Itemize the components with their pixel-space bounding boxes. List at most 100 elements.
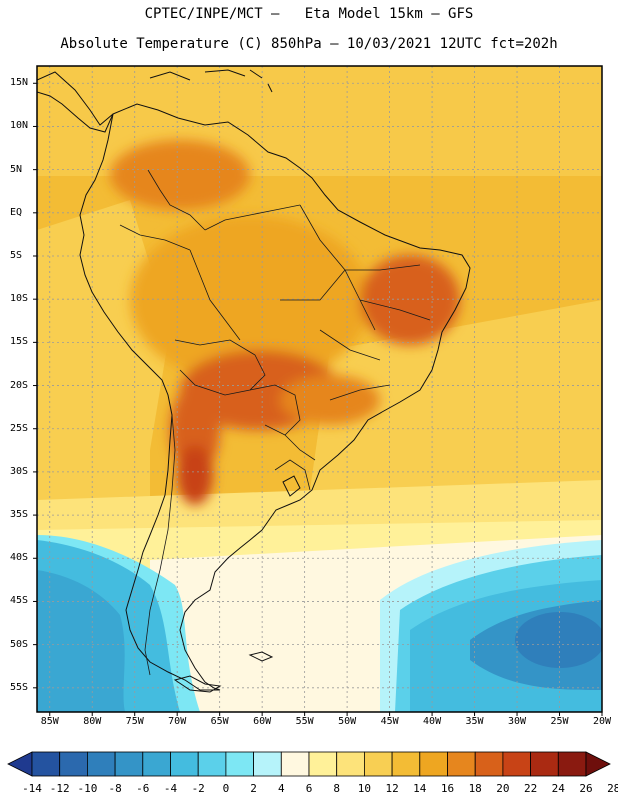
colorbar-bin [391, 751, 421, 777]
colorbar-label: -8 [108, 782, 122, 795]
colorbar-underflow [7, 751, 33, 777]
colorbar-label: 16 [440, 782, 455, 795]
colorbar-bin [87, 751, 116, 777]
cold-pacific-deep [37, 570, 125, 712]
lat-label: 55S [10, 681, 29, 693]
border-argentina-brazil [284, 434, 316, 461]
colorbar [7, 751, 611, 777]
falklands [248, 651, 274, 662]
colorbar-label: -2 [191, 782, 205, 795]
colorbar-bin [225, 751, 254, 777]
colorbar-bin [557, 751, 587, 777]
lon-label: 55W [295, 716, 314, 727]
title-line-1: CPTEC/INPE/MCT – Eta Model 15km – GFS [144, 6, 474, 22]
lat-label: 45S [10, 595, 29, 607]
lon-label: 85W [40, 716, 59, 727]
colorbar-label: 26 [579, 782, 593, 795]
lat-label: 5N [10, 163, 23, 175]
lat-label: 15S [10, 336, 29, 348]
colorbar-bin [280, 751, 310, 777]
colorbar-label: 12 [385, 782, 399, 795]
colorbar-label: 6 [305, 782, 313, 795]
colorbar-label: 22 [523, 782, 538, 795]
lon-label: 35W [465, 716, 484, 727]
lon-label: 75W [125, 716, 144, 727]
colorbar-bin [336, 751, 365, 777]
colorbar-bin [308, 751, 338, 777]
colorbar-label: 20 [496, 782, 510, 795]
warm-core-amazon [130, 215, 370, 385]
colorbar-bin [530, 751, 559, 777]
warm-core-andes-south [177, 445, 213, 505]
colorbar-label: 28 [607, 782, 618, 795]
tick-marks [33, 82, 603, 716]
colorbar-bin [502, 751, 531, 777]
warm-core-andes-north [170, 385, 220, 475]
colorbar-bin [59, 751, 88, 777]
map-frame [36, 65, 603, 713]
border-brazil-states [280, 204, 431, 401]
title-line-2: Absolute Temperature (C) 850hPa – 10/03/… [60, 36, 558, 52]
lagoa-dos-patos [282, 475, 301, 497]
colorbar-label: -4 [163, 782, 178, 795]
colorbar-label: 10 [357, 782, 372, 795]
tierra-del-fuego [173, 675, 222, 693]
colorbar-label: 14 [413, 782, 427, 795]
central-america-coastline [37, 71, 114, 133]
colorbar-label: -12 [49, 782, 70, 795]
colorbar-bin [474, 751, 504, 777]
colorbar-bin [419, 751, 448, 777]
colorbar-label: 4 [277, 782, 285, 795]
lat-label: 35S [10, 509, 29, 521]
south-america-coastline [79, 103, 471, 691]
lat-label: 40S [10, 552, 29, 564]
colorbar-overflow [585, 751, 611, 777]
colorbar-bin [31, 751, 61, 777]
lon-label: 70W [168, 716, 187, 727]
lat-label: 50S [10, 638, 29, 650]
border-venezuela-brazil [204, 204, 301, 231]
cold-atlantic-core [515, 612, 602, 668]
colorbar-label: -10 [77, 782, 98, 795]
lat-label: 10N [10, 120, 29, 132]
coastlines [37, 69, 471, 693]
colorbar-label: 2 [250, 782, 257, 795]
lat-label: 25S [10, 422, 29, 434]
warm-core-venezuela [110, 140, 250, 210]
lon-label: 40W [423, 716, 442, 727]
colorbar-label: 8 [333, 782, 340, 795]
colorbar-bin [142, 751, 171, 777]
warm-core-bahia [360, 255, 460, 345]
border-colombia-venezuela [147, 169, 206, 231]
colorbar-bin [170, 751, 199, 777]
temperature-field [37, 66, 602, 712]
lon-label: 20W [592, 716, 612, 727]
colorbar-label: -6 [136, 782, 150, 795]
colorbar-bin [363, 751, 393, 777]
country-borders [119, 169, 431, 676]
colorbar-label: 24 [551, 782, 565, 795]
colorbar-bin [114, 751, 144, 777]
lon-label: 60W [253, 716, 272, 727]
colorbar-bin [253, 751, 282, 777]
lon-label: 50W [338, 716, 357, 727]
colorbar-label: 18 [468, 782, 482, 795]
border-argentina-chile [144, 414, 176, 676]
border-paraguay [249, 384, 301, 436]
colorbar-bin [197, 751, 227, 777]
border-uruguay [274, 459, 311, 491]
border-peru-brazil [189, 249, 241, 341]
lat-label: 30S [10, 465, 29, 477]
lon-label: 25W [550, 716, 569, 727]
lat-label: 10S [10, 293, 29, 305]
lon-label: 45W [380, 716, 399, 727]
lon-label: 80W [83, 716, 102, 727]
lon-label: 65W [210, 716, 229, 727]
caribbean-islands [149, 69, 273, 93]
border-bolivia [174, 339, 266, 396]
colorbar-label: -14 [22, 782, 42, 795]
grid-lines [37, 66, 603, 712]
border-colombia-peru [119, 224, 191, 251]
lat-label: EQ [10, 206, 23, 218]
